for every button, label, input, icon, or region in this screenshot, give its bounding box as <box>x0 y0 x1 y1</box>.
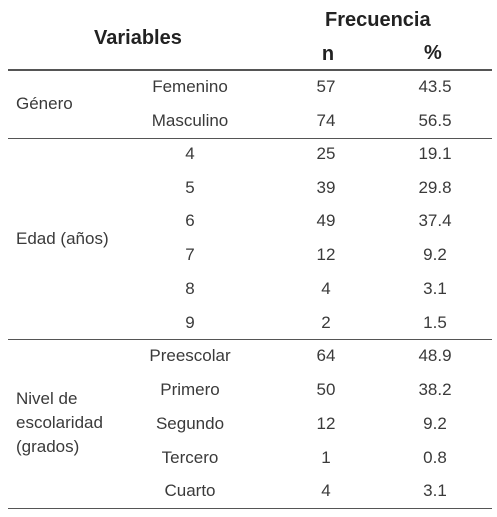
row-pct: 1.5 <box>423 313 447 332</box>
row-pct: 19.1 <box>418 144 452 163</box>
row-pct: 37.4 <box>418 211 452 230</box>
row-category: 7 <box>185 245 195 264</box>
group-label-edad: Edad (años) <box>16 229 109 248</box>
row-category: 5 <box>185 178 195 197</box>
row-category: Segundo <box>155 414 225 433</box>
group-label-escolaridad-line: escolaridad <box>16 413 103 432</box>
row-pct: 3.1 <box>423 481 447 500</box>
row-category: Cuarto <box>164 481 216 500</box>
group-divider <box>8 138 492 139</box>
row-n: 25 <box>316 144 336 163</box>
header-n: n <box>321 43 335 65</box>
row-n: 2 <box>321 313 331 332</box>
header-rule <box>8 69 492 71</box>
row-pct: 9.2 <box>423 245 447 264</box>
row-n: 50 <box>316 380 336 399</box>
row-n: 1 <box>321 448 331 467</box>
row-pct: 38.2 <box>418 380 452 399</box>
row-n: 49 <box>316 211 336 230</box>
row-n: 4 <box>321 481 331 500</box>
row-pct: 48.9 <box>418 346 452 365</box>
row-category: 9 <box>185 313 195 332</box>
header-frecuencia: Frecuencia <box>325 9 431 31</box>
row-category: 8 <box>185 279 195 298</box>
group-label-genero: Género <box>16 94 73 113</box>
group-label-escolaridad-line: (grados) <box>16 437 80 456</box>
row-category: Preescolar <box>149 346 231 365</box>
row-pct: 56.5 <box>418 111 452 130</box>
row-category: Primero <box>160 380 220 399</box>
row-category: 6 <box>185 211 195 230</box>
row-pct: 9.2 <box>423 414 447 433</box>
row-category: Tercero <box>161 448 219 467</box>
row-pct: 3.1 <box>423 279 447 298</box>
row-category: 4 <box>185 144 195 163</box>
row-pct: 0.8 <box>423 448 447 467</box>
row-n: 4 <box>321 279 331 298</box>
table-bottom-rule <box>8 508 492 509</box>
row-category: Femenino <box>152 77 228 96</box>
row-n: 12 <box>316 245 336 264</box>
row-n: 57 <box>316 77 336 96</box>
row-n: 12 <box>316 414 336 433</box>
header-pct: % <box>424 42 442 64</box>
group-divider <box>8 339 492 340</box>
row-n: 64 <box>316 346 336 365</box>
row-category: Masculino <box>151 111 229 130</box>
row-n: 39 <box>316 178 336 197</box>
row-n: 74 <box>316 111 336 130</box>
row-pct: 43.5 <box>418 77 452 96</box>
header-variables: Variables <box>94 27 182 49</box>
group-label-escolaridad-line: Nivel de <box>16 389 78 408</box>
row-pct: 29.8 <box>418 178 452 197</box>
